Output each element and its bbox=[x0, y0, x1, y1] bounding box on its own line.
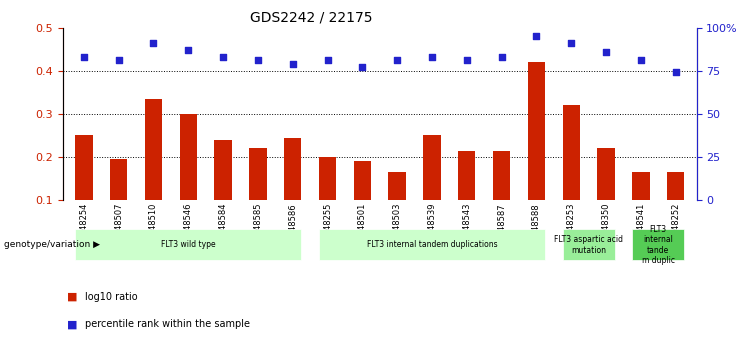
Bar bbox=[388, 172, 406, 200]
Text: FLT3
internal
tande
m duplic: FLT3 internal tande m duplic bbox=[642, 225, 675, 265]
Point bbox=[356, 65, 368, 70]
Bar bbox=[110, 159, 127, 200]
Point bbox=[496, 54, 508, 60]
Bar bbox=[179, 114, 197, 200]
Point bbox=[322, 58, 333, 63]
Text: percentile rank within the sample: percentile rank within the sample bbox=[85, 319, 250, 329]
Bar bbox=[458, 150, 476, 200]
Point bbox=[461, 58, 473, 63]
Bar bbox=[75, 136, 93, 200]
Point bbox=[600, 49, 612, 55]
Bar bbox=[249, 148, 267, 200]
Text: log10 ratio: log10 ratio bbox=[85, 292, 138, 302]
Bar bbox=[528, 62, 545, 200]
Bar bbox=[284, 138, 302, 200]
Point bbox=[217, 54, 229, 60]
Bar bbox=[597, 148, 615, 200]
Point bbox=[391, 58, 403, 63]
Bar bbox=[319, 157, 336, 200]
Text: FLT3 internal tandem duplications: FLT3 internal tandem duplications bbox=[367, 240, 497, 249]
Bar bbox=[667, 172, 685, 200]
Text: GDS2242 / 22175: GDS2242 / 22175 bbox=[250, 10, 373, 24]
Point bbox=[531, 33, 542, 39]
Point bbox=[252, 58, 264, 63]
Bar bbox=[423, 136, 441, 200]
Point bbox=[147, 40, 159, 46]
Bar bbox=[144, 99, 162, 200]
Bar bbox=[353, 161, 371, 200]
Text: FLT3 aspartic acid
mutation: FLT3 aspartic acid mutation bbox=[554, 235, 623, 255]
Text: genotype/variation ▶: genotype/variation ▶ bbox=[4, 240, 100, 249]
Point bbox=[113, 58, 124, 63]
Point bbox=[426, 54, 438, 60]
Bar bbox=[562, 105, 580, 200]
Bar bbox=[493, 150, 511, 200]
Point bbox=[287, 61, 299, 67]
Point bbox=[182, 47, 194, 53]
Bar bbox=[632, 172, 650, 200]
Point bbox=[635, 58, 647, 63]
Point bbox=[565, 40, 577, 46]
Text: ■: ■ bbox=[67, 292, 81, 302]
Text: FLT3 wild type: FLT3 wild type bbox=[161, 240, 216, 249]
Text: ■: ■ bbox=[67, 319, 81, 329]
Point bbox=[78, 54, 90, 60]
Point bbox=[670, 70, 682, 75]
Bar bbox=[214, 140, 232, 200]
